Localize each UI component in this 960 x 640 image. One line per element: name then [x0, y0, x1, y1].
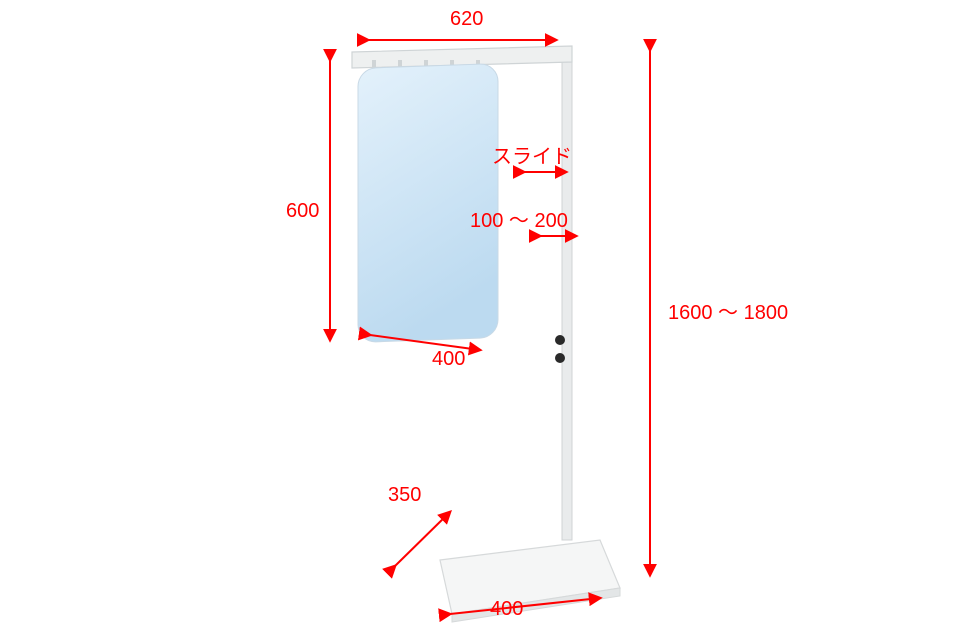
label-panel-height: 600 — [286, 200, 319, 223]
adjust-knob — [555, 353, 565, 363]
arrow-base-depth — [395, 512, 450, 566]
hook — [372, 60, 376, 68]
label-base-depth: 350 — [388, 484, 421, 507]
adjust-knob — [555, 335, 565, 345]
label-slide-range: 100 〜 200 — [470, 204, 568, 233]
diagram-stage: 620 600 スライド 100 〜 200 400 1600 〜 1800 350 400 — [0, 0, 960, 640]
acrylic-panel — [358, 64, 498, 343]
label-base-width: 400 — [490, 598, 523, 621]
label-panel-width: 400 — [432, 348, 465, 371]
label-slide: スライド — [492, 140, 572, 169]
label-total-height: 1600 〜 1800 — [668, 296, 788, 325]
pole — [562, 58, 572, 540]
diagram-svg — [0, 0, 960, 640]
label-top-width: 620 — [450, 8, 483, 31]
